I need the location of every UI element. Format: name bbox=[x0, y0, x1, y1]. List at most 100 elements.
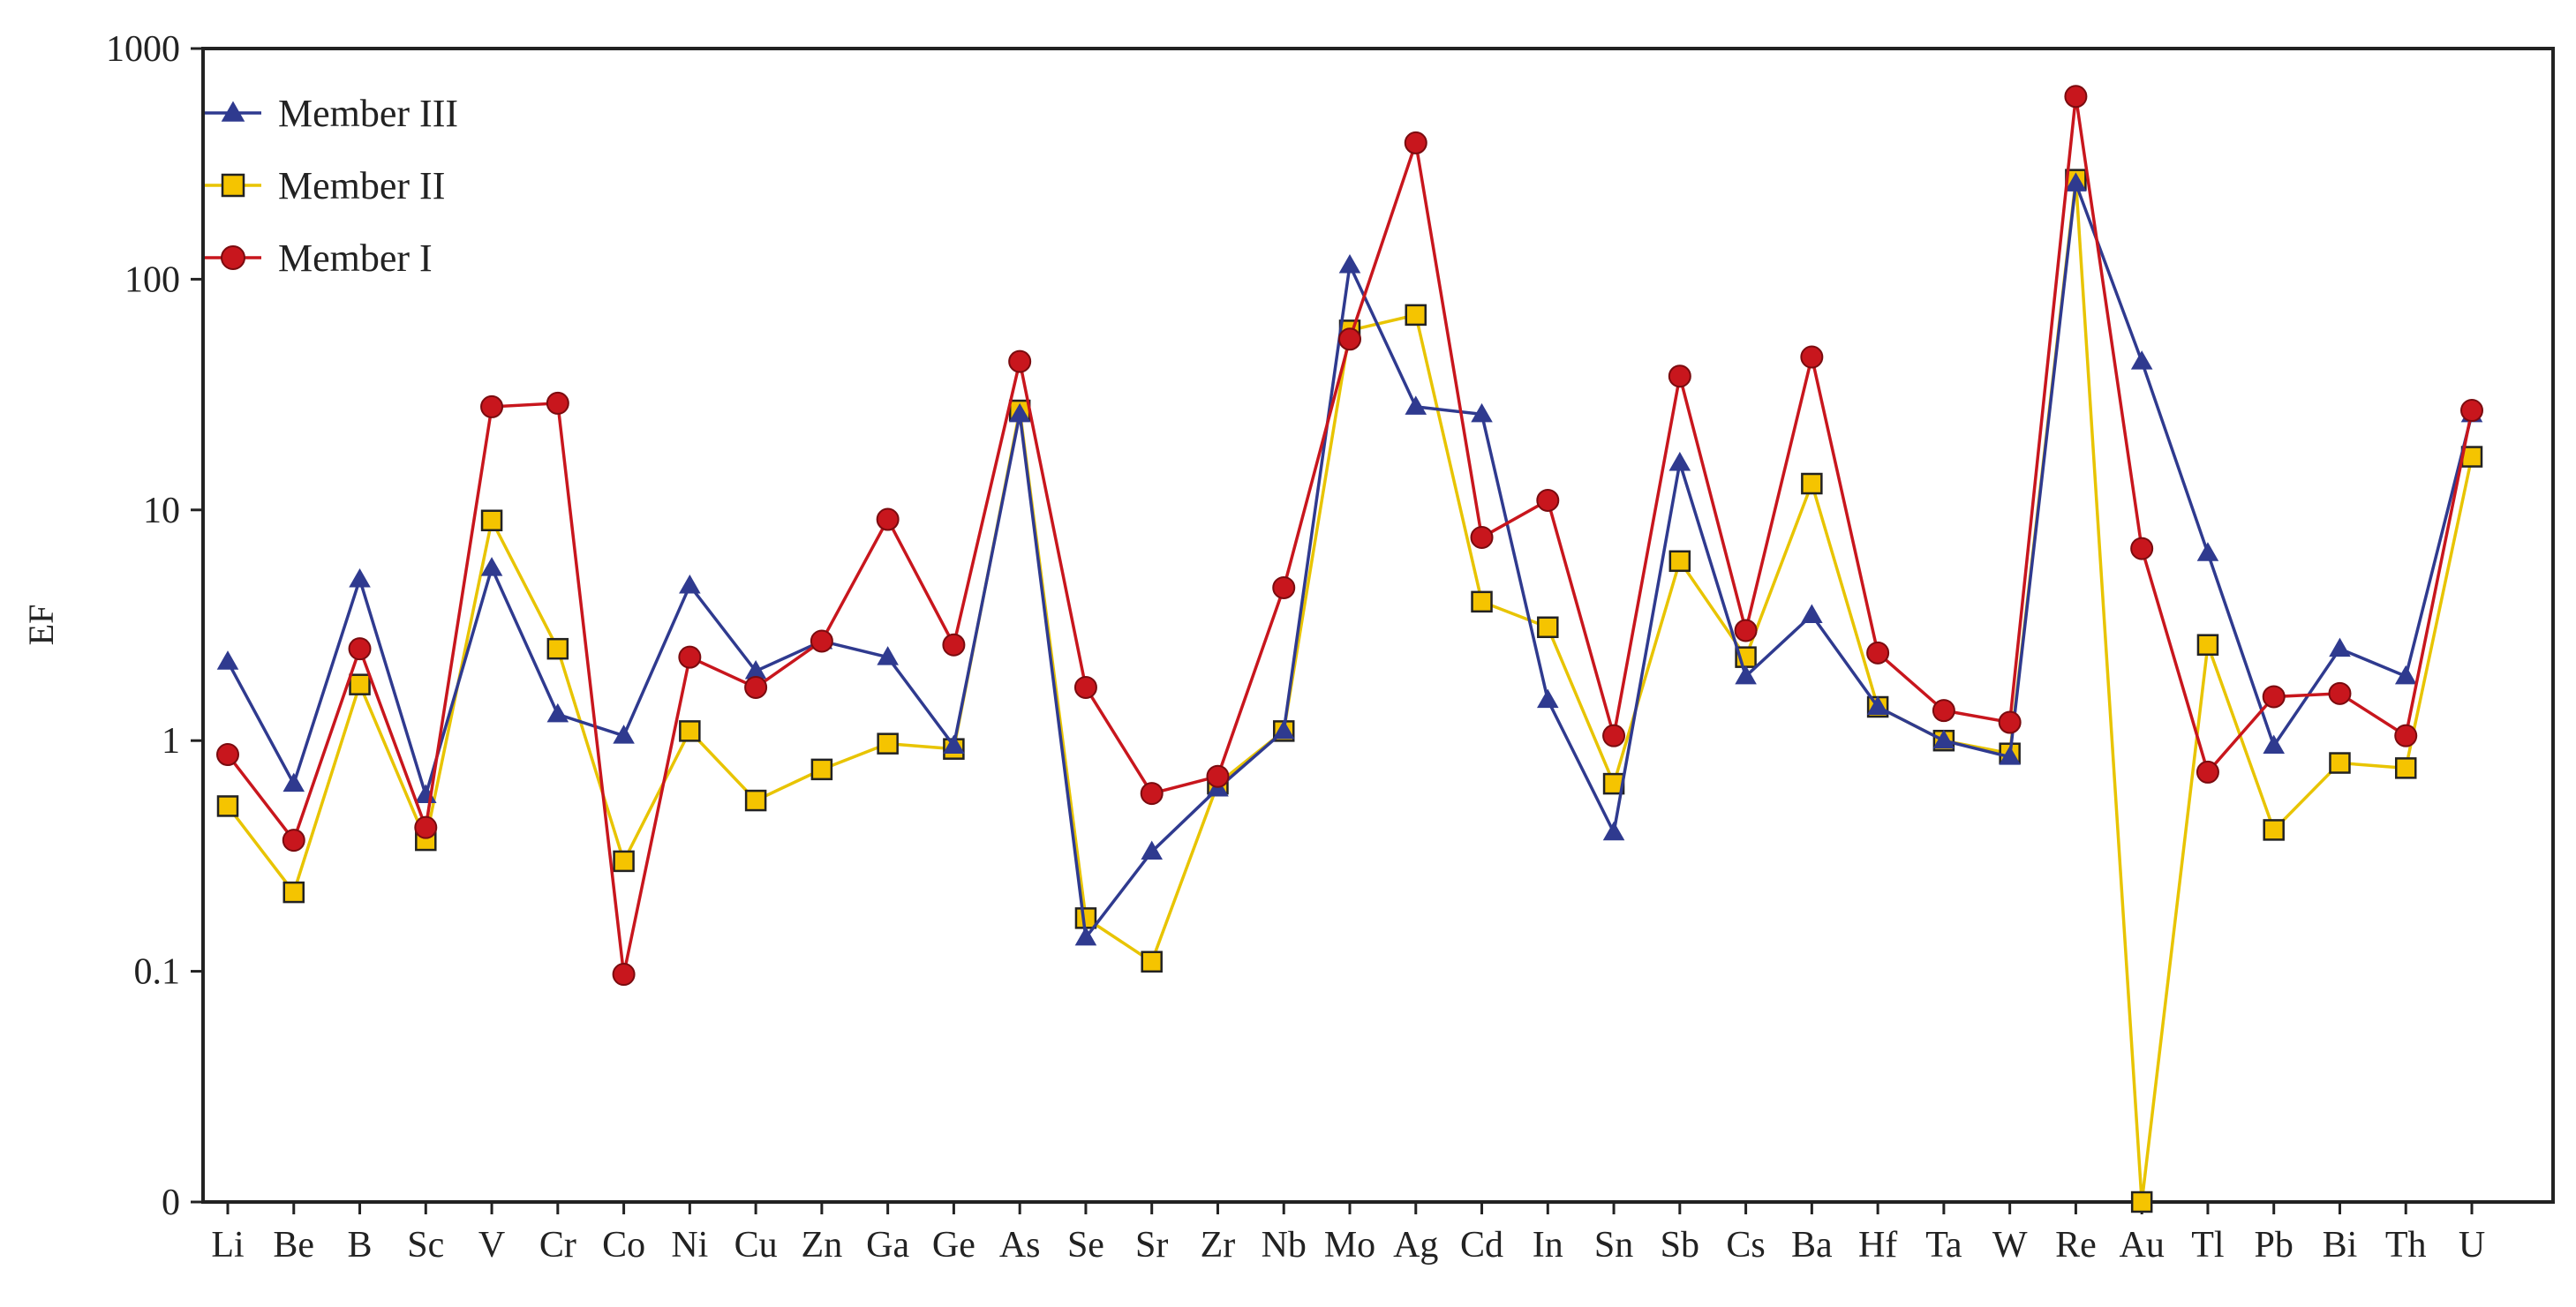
data-point-cr bbox=[546, 702, 569, 723]
x-tick-label: Mo bbox=[1324, 1225, 1375, 1266]
data-point-ge bbox=[942, 633, 966, 657]
data-point-v bbox=[480, 394, 504, 418]
x-tick-label: Co bbox=[602, 1225, 645, 1266]
data-point-sb bbox=[1668, 550, 1691, 573]
x-tick-label: Bi bbox=[2323, 1225, 2358, 1266]
x-tick-label: Tl bbox=[2191, 1225, 2224, 1266]
data-point-ag bbox=[1405, 395, 1427, 415]
data-point-b bbox=[348, 637, 372, 661]
x-tick-label: Li bbox=[211, 1225, 244, 1266]
data-point-ba bbox=[1801, 604, 1823, 623]
data-point-ta bbox=[1932, 729, 1955, 749]
x-tick-label: Au bbox=[2120, 1225, 2165, 1266]
data-point-w bbox=[1999, 746, 2021, 765]
y-tick-label: 0.1 bbox=[134, 952, 181, 993]
data-point-ba bbox=[1801, 472, 1823, 495]
data-point-be bbox=[282, 829, 305, 853]
legend-item: Member II bbox=[205, 164, 445, 207]
data-point-co bbox=[612, 963, 636, 987]
x-tick-label: Hf bbox=[1858, 1225, 1897, 1266]
data-point-cu bbox=[744, 675, 768, 699]
data-point-bi bbox=[2329, 752, 2351, 774]
data-point-zn bbox=[810, 629, 833, 653]
data-point-tl bbox=[2196, 542, 2219, 561]
x-axis: Li Be B Sc V Cr Co Ni Cu Zn Ga Ge As Se Sr Zr Nb Mo Ag Cd In… bbox=[211, 1202, 2485, 1266]
data-point-ag bbox=[1404, 131, 1427, 154]
x-tick-label: As bbox=[999, 1225, 1041, 1266]
y-axis-title: EF bbox=[21, 605, 61, 646]
x-tick-label: Ag bbox=[1393, 1225, 1438, 1266]
legend-label: Member I bbox=[278, 237, 433, 280]
data-point-mo bbox=[1338, 327, 1361, 351]
x-tick-label: Cu bbox=[734, 1225, 778, 1266]
data-point-co bbox=[613, 725, 635, 744]
data-point-cu bbox=[744, 789, 767, 812]
data-point-ni bbox=[679, 720, 701, 742]
data-point-nb bbox=[1272, 719, 1295, 740]
data-point-ni bbox=[679, 575, 701, 594]
data-point-se bbox=[1074, 926, 1097, 946]
data-point-se bbox=[1074, 907, 1097, 929]
data-point-ba bbox=[1800, 345, 1824, 369]
data-point-sc bbox=[414, 815, 438, 839]
data-point-ga bbox=[877, 732, 899, 755]
data-point-au bbox=[2130, 350, 2153, 370]
data-point-sb bbox=[1668, 451, 1691, 471]
legend-label: Member II bbox=[278, 164, 445, 207]
data-point-li bbox=[216, 743, 239, 767]
data-point-cs bbox=[1734, 619, 1758, 642]
data-point-ta bbox=[1932, 699, 1955, 723]
data-point-cd bbox=[1471, 590, 1493, 613]
y-tick-label: 1000 bbox=[106, 29, 180, 70]
x-tick-label: Se bbox=[1067, 1225, 1104, 1266]
data-point-nb bbox=[1272, 575, 1296, 599]
data-point-in bbox=[1537, 688, 1559, 709]
data-point-se bbox=[1073, 675, 1097, 699]
x-tick-label: W bbox=[1992, 1225, 2028, 1266]
data-point-zr bbox=[1206, 764, 1230, 788]
x-tick-label: Sc bbox=[407, 1225, 444, 1266]
data-point-th bbox=[2394, 665, 2417, 685]
x-tick-label: Cd bbox=[1460, 1225, 1503, 1266]
x-tick-label: B bbox=[348, 1225, 373, 1266]
data-point-co bbox=[613, 850, 635, 873]
x-tick-label: Be bbox=[273, 1225, 314, 1266]
plot-frame bbox=[201, 47, 2555, 1204]
x-tick-label: Ba bbox=[1791, 1225, 1833, 1266]
data-point-bi bbox=[2329, 637, 2351, 657]
x-tick-label: Ni bbox=[671, 1225, 708, 1266]
data-point-ag bbox=[1405, 304, 1427, 327]
data-point-ga bbox=[876, 507, 900, 531]
x-tick-label: V bbox=[478, 1225, 505, 1266]
data-point-cd bbox=[1471, 402, 1493, 423]
data-point-cd bbox=[1470, 525, 1494, 549]
data-point-in bbox=[1536, 488, 1560, 512]
x-tick-label: Ga bbox=[866, 1225, 909, 1266]
data-point-mo bbox=[1338, 254, 1361, 274]
y-tick-label: 10 bbox=[143, 491, 180, 531]
data-point-bi bbox=[2328, 681, 2352, 705]
data-point-w bbox=[1998, 710, 2022, 734]
data-point-zn bbox=[810, 758, 833, 781]
data-point-li bbox=[216, 650, 239, 670]
data-point-v bbox=[480, 509, 503, 532]
data-point-re bbox=[2065, 172, 2087, 192]
x-tick-label: Zn bbox=[802, 1225, 843, 1266]
legend: Member III Member II Member I bbox=[205, 92, 458, 280]
x-tick-label: Ta bbox=[1925, 1225, 1962, 1266]
data-point-ga bbox=[877, 646, 899, 665]
data-point-be bbox=[282, 772, 305, 792]
y-axis: 0 0.1 1 10 100 1000 bbox=[106, 29, 203, 1223]
data-point-au bbox=[2130, 537, 2154, 560]
data-point-hf bbox=[1866, 695, 1889, 716]
data-point-sr bbox=[1140, 782, 1164, 806]
data-point-cr bbox=[546, 637, 569, 660]
y-tick-label: 1 bbox=[162, 721, 180, 762]
data-point-b bbox=[349, 567, 371, 588]
x-tick-label: Ge bbox=[932, 1225, 975, 1266]
legend-marker bbox=[221, 173, 245, 198]
data-point-re bbox=[2064, 85, 2088, 109]
data-point-in bbox=[1537, 616, 1559, 639]
series-line bbox=[226, 96, 2474, 975]
